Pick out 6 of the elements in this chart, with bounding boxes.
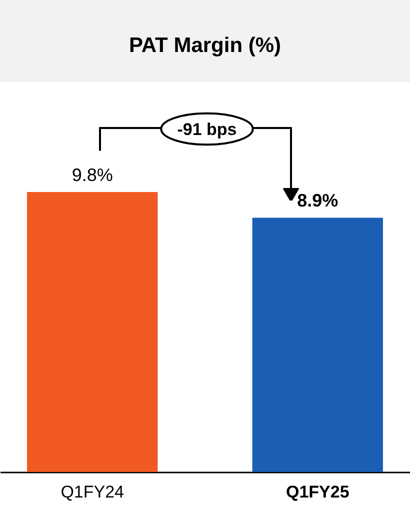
data-label: 9.8% [72,165,113,185]
data-label: 8.9% [297,190,338,211]
x-tick-label: Q1FY25 [286,482,350,502]
text: -91 bps [177,120,237,139]
x-tick-label: Q1FY24 [60,482,124,502]
chart-title: PAT Margin (%) [128,34,282,57]
